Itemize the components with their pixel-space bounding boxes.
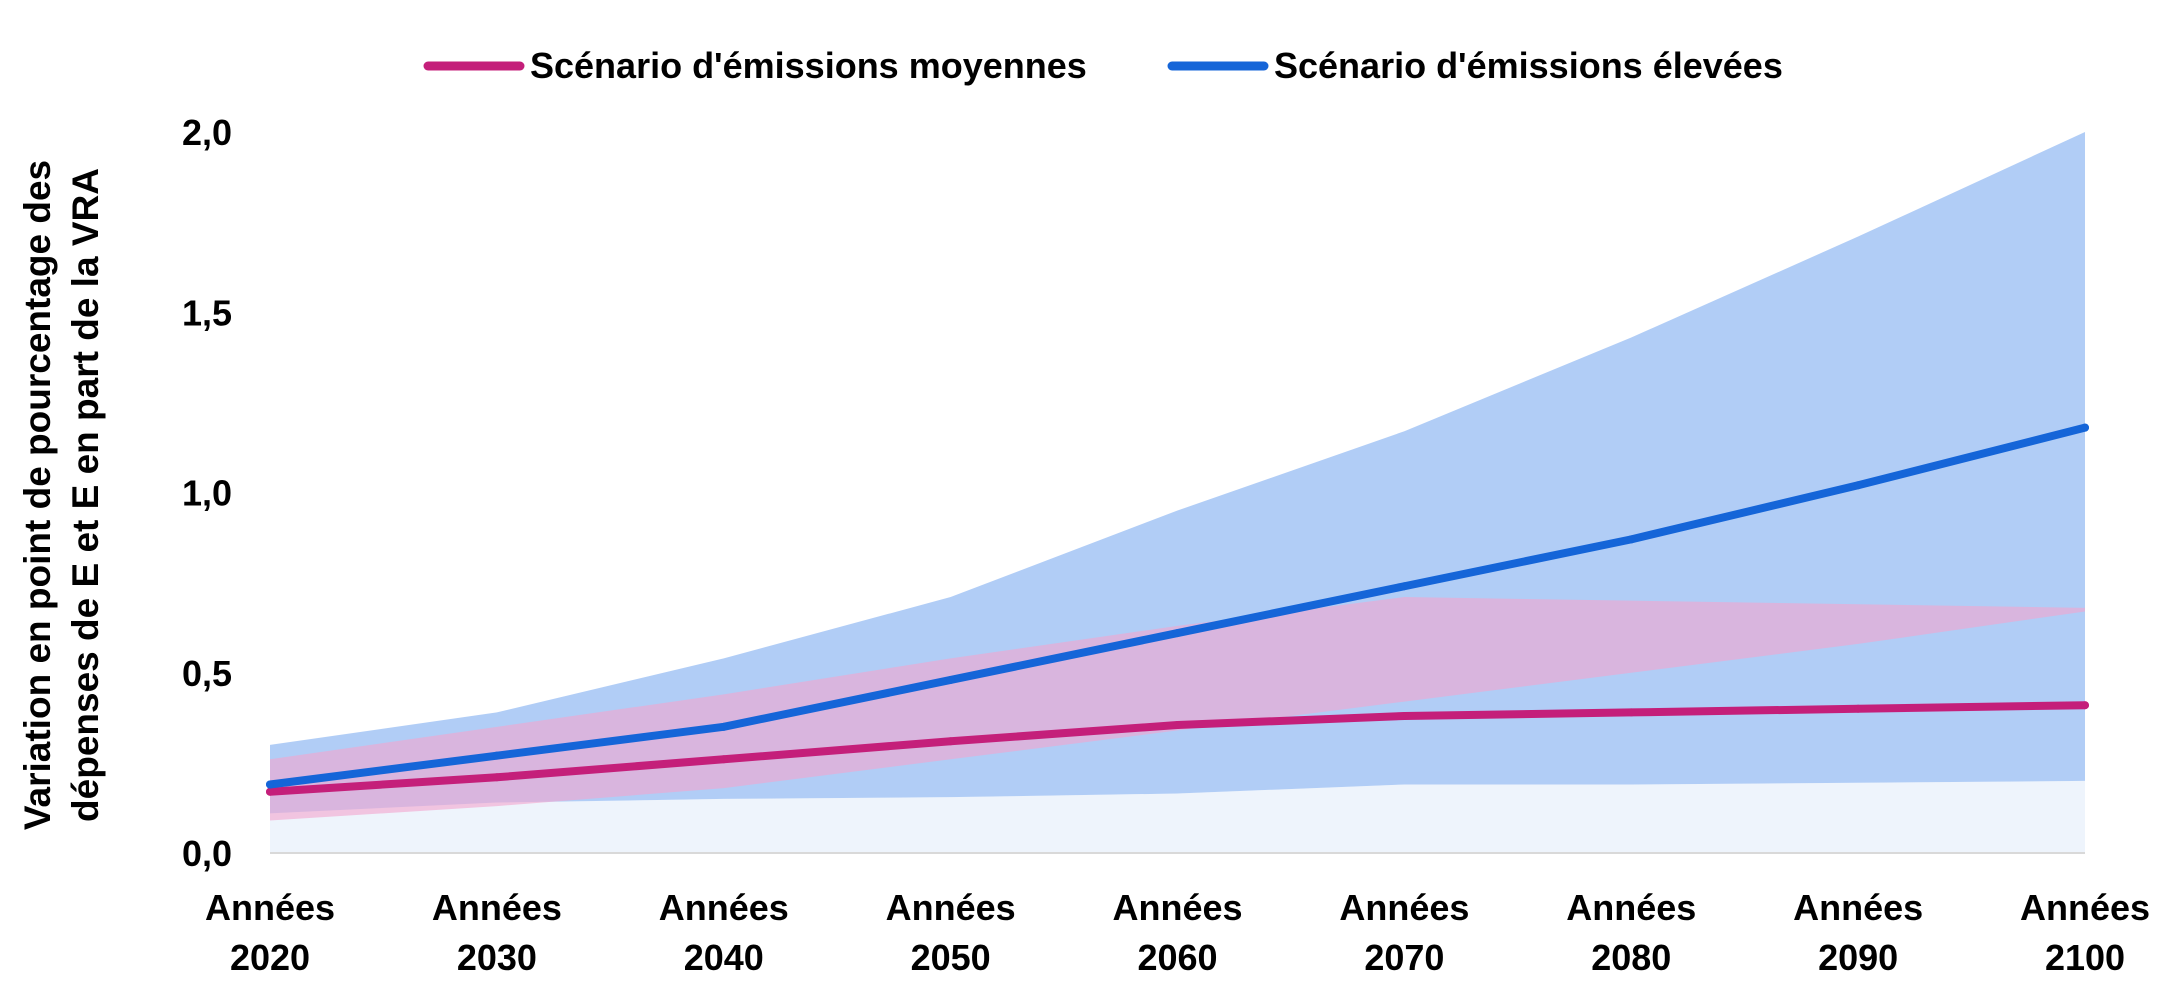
data-point-s1-8 [2081, 701, 2089, 710]
x-tick-label: Années 2100 [2020, 887, 2150, 978]
data-point-s2-7 [1854, 481, 1863, 490]
y-tick-labels: 0,0 0,5 1,0 1,5 2,0 [182, 112, 232, 874]
y-tick-label: 0,5 [182, 653, 232, 694]
data-point-s2-8 [2081, 423, 2089, 432]
x-tick-label: Années 2080 [1566, 887, 1696, 978]
data-point-s2-4 [1173, 629, 1182, 638]
data-point-s1-5 [1400, 712, 1409, 721]
data-point-s1-4 [1173, 721, 1182, 730]
legend: Scénario d'émissions moyennes Scénario d'… [423, 45, 1783, 86]
x-tick-label: Années 2050 [886, 887, 1016, 978]
x-tick-label: Années 2060 [1112, 887, 1242, 978]
data-point-s1-6 [1627, 708, 1636, 717]
data-point-s1-7 [1854, 704, 1863, 713]
data-point-s2-6 [1627, 535, 1636, 544]
y-tick-label: 1,0 [182, 473, 232, 514]
x-tick-label: Années 2040 [659, 887, 789, 978]
x-tick-label: Années 2070 [1339, 887, 1469, 978]
y-axis-label-line: dépenses de E et E en part de la VRA [65, 168, 106, 822]
legend-label-1: Scénario d'émissions moyennes [530, 45, 1087, 86]
data-point-s1-2 [719, 755, 728, 764]
data-point-s2-0 [266, 780, 274, 789]
band-series-1 [270, 597, 2085, 821]
series-lines [266, 423, 2089, 796]
x-tick-label: Années 2030 [432, 887, 562, 978]
data-point-s2-1 [492, 751, 501, 760]
data-point-s2-3 [946, 675, 955, 684]
y-tick-label: 0,0 [182, 833, 232, 874]
y-tick-label: 1,5 [182, 292, 232, 333]
legend-label-2: Scénario d'émissions élevées [1274, 45, 1783, 86]
data-point-s1-3 [946, 737, 955, 746]
below-band-fill [270, 780, 2085, 853]
x-tick-labels: Années 2020 Années 2030 Années 2040 Années 2050… [205, 887, 2150, 978]
data-point-s2-2 [719, 722, 728, 731]
data-point-s2-5 [1400, 582, 1409, 591]
y-axis-label-line: Variation en point de pourcentage des [17, 160, 58, 830]
data-point-s1-0 [266, 787, 274, 796]
y-tick-label: 2,0 [182, 112, 232, 153]
x-tick-label: Années 2020 [205, 887, 335, 978]
uncertainty-bands [270, 132, 2085, 853]
x-tick-label: Années 2090 [1793, 887, 1923, 978]
data-point-s1-1 [492, 773, 501, 782]
y-axis-label: Variation en point de pourcentage des dép… [17, 160, 106, 830]
